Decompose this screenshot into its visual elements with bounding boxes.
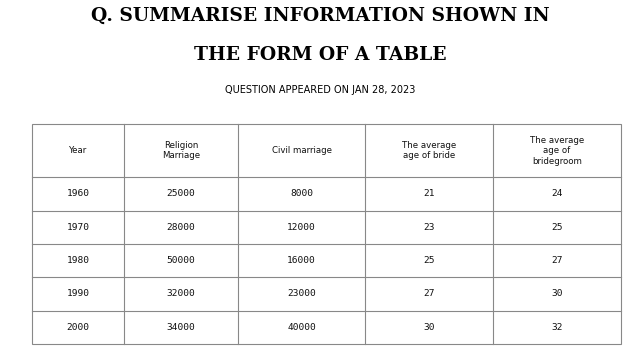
Text: Religion
Marriage: Religion Marriage <box>162 141 200 161</box>
Text: 1980: 1980 <box>67 256 90 265</box>
Text: 12000: 12000 <box>287 223 316 232</box>
Text: 32: 32 <box>551 323 563 332</box>
Text: 30: 30 <box>424 323 435 332</box>
Text: THE FORM OF A TABLE: THE FORM OF A TABLE <box>194 46 446 64</box>
Text: Q. SUMMARISE INFORMATION SHOWN IN: Q. SUMMARISE INFORMATION SHOWN IN <box>91 7 549 25</box>
Text: 1970: 1970 <box>67 223 90 232</box>
Text: 24: 24 <box>551 189 563 198</box>
Text: 27: 27 <box>551 256 563 265</box>
Text: 50000: 50000 <box>166 256 195 265</box>
Text: 30: 30 <box>551 289 563 298</box>
Text: QUESTION APPEARED ON JAN 28, 2023: QUESTION APPEARED ON JAN 28, 2023 <box>225 85 415 95</box>
Text: 23: 23 <box>424 223 435 232</box>
Text: 1990: 1990 <box>67 289 90 298</box>
Text: 25: 25 <box>424 256 435 265</box>
Text: 23000: 23000 <box>287 289 316 298</box>
Text: 32000: 32000 <box>166 289 195 298</box>
Text: 16000: 16000 <box>287 256 316 265</box>
Text: 34000: 34000 <box>166 323 195 332</box>
Text: 25000: 25000 <box>166 189 195 198</box>
Text: 25: 25 <box>551 223 563 232</box>
Text: Year: Year <box>69 146 87 155</box>
Text: 1960: 1960 <box>67 189 90 198</box>
Text: 28000: 28000 <box>166 223 195 232</box>
Text: 27: 27 <box>424 289 435 298</box>
Text: 8000: 8000 <box>290 189 313 198</box>
Text: The average
age of
bridegroom: The average age of bridegroom <box>530 136 584 166</box>
Text: 40000: 40000 <box>287 323 316 332</box>
Text: 2000: 2000 <box>67 323 90 332</box>
Text: 21: 21 <box>424 189 435 198</box>
Text: The average
age of bride: The average age of bride <box>402 141 456 161</box>
Text: Civil marriage: Civil marriage <box>271 146 332 155</box>
